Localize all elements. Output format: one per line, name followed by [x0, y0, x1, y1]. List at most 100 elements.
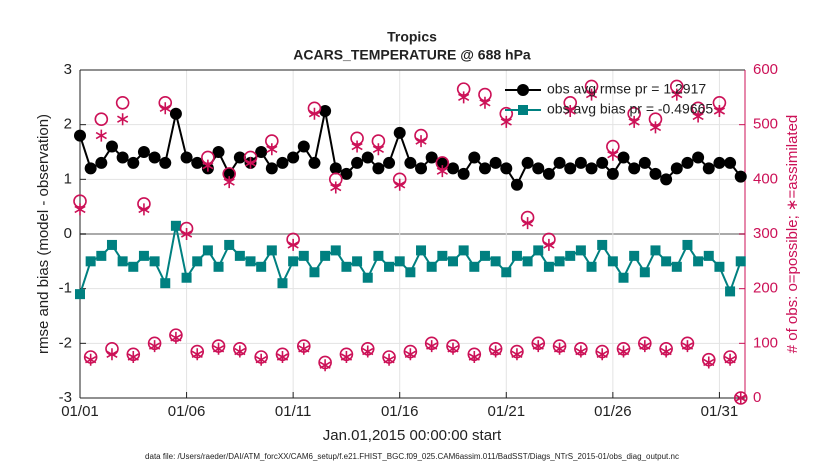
point	[702, 162, 715, 175]
point	[468, 351, 480, 363]
point	[405, 267, 416, 278]
point	[362, 345, 374, 358]
point	[309, 267, 320, 278]
point	[191, 348, 203, 361]
point	[479, 96, 491, 109]
point	[106, 239, 117, 250]
point	[234, 345, 246, 358]
point	[661, 256, 672, 267]
point	[169, 107, 182, 120]
point	[212, 146, 225, 158]
point	[510, 178, 523, 191]
point	[105, 140, 118, 153]
point	[532, 162, 545, 175]
point	[490, 345, 502, 358]
point	[75, 289, 85, 300]
point	[394, 178, 406, 191]
point	[160, 278, 171, 289]
point	[224, 239, 235, 250]
point	[447, 342, 459, 355]
point	[575, 245, 586, 256]
point	[84, 162, 97, 175]
point	[361, 151, 374, 164]
point	[617, 345, 630, 358]
point	[202, 159, 214, 172]
point	[553, 156, 566, 169]
point	[671, 88, 683, 101]
point	[511, 250, 522, 261]
y2-tick-label: 100	[753, 334, 778, 351]
point	[265, 162, 278, 175]
point	[351, 156, 364, 169]
point	[693, 256, 704, 267]
point	[256, 261, 267, 272]
point	[596, 156, 609, 169]
point	[116, 151, 129, 164]
point	[341, 261, 352, 272]
point	[404, 156, 417, 169]
point	[479, 250, 490, 261]
x-tick-label: 01/11	[275, 403, 311, 420]
point	[276, 351, 289, 363]
point	[94, 112, 109, 126]
point	[234, 250, 245, 261]
x-tick-label: 01/06	[168, 403, 206, 420]
point	[489, 156, 502, 169]
point	[553, 342, 566, 355]
point	[159, 102, 171, 115]
point	[437, 250, 448, 261]
point	[638, 156, 651, 169]
x-tick-label: 01/31	[701, 403, 739, 420]
point	[565, 250, 576, 261]
point	[575, 345, 587, 358]
y2-tick-label: 400	[753, 170, 778, 187]
point	[415, 135, 427, 148]
y2-tick-label: 0	[753, 389, 761, 406]
point	[725, 286, 736, 297]
point	[458, 91, 470, 104]
point	[521, 156, 534, 169]
x-tick-label: 01/21	[488, 403, 526, 420]
point	[606, 167, 619, 180]
point	[682, 239, 693, 250]
point	[319, 359, 331, 372]
point	[159, 156, 172, 169]
point	[181, 272, 192, 283]
point	[681, 156, 694, 169]
point	[288, 256, 299, 267]
point	[74, 129, 86, 142]
y2-axis-label: # of obs: o=possible; ∗=assimilated	[784, 115, 801, 354]
y-tick-label: -2	[59, 334, 72, 351]
point	[734, 170, 747, 183]
point	[149, 256, 160, 267]
point	[713, 105, 726, 117]
point	[85, 353, 97, 366]
point	[106, 348, 118, 361]
point	[319, 105, 332, 117]
point	[233, 151, 246, 164]
point	[543, 238, 555, 251]
point	[533, 245, 544, 256]
point	[170, 220, 181, 231]
point	[276, 156, 289, 169]
point	[416, 245, 427, 256]
point	[500, 162, 513, 175]
point	[650, 245, 661, 256]
point	[255, 353, 267, 366]
point	[703, 356, 715, 369]
legend-label: obs avg rmse pr = 1.2917	[547, 81, 706, 97]
point	[735, 392, 747, 404]
point	[458, 245, 469, 256]
point	[649, 121, 662, 134]
point	[298, 250, 309, 261]
point	[245, 256, 256, 267]
legend-label: obs avg bias pr = -0.49665	[547, 101, 713, 117]
point	[340, 351, 353, 363]
y-axis-label: rmse and bias (model - observation)	[35, 114, 52, 354]
point	[585, 88, 598, 101]
point	[426, 261, 437, 272]
point	[426, 340, 438, 353]
point	[660, 345, 672, 358]
point	[213, 261, 224, 272]
